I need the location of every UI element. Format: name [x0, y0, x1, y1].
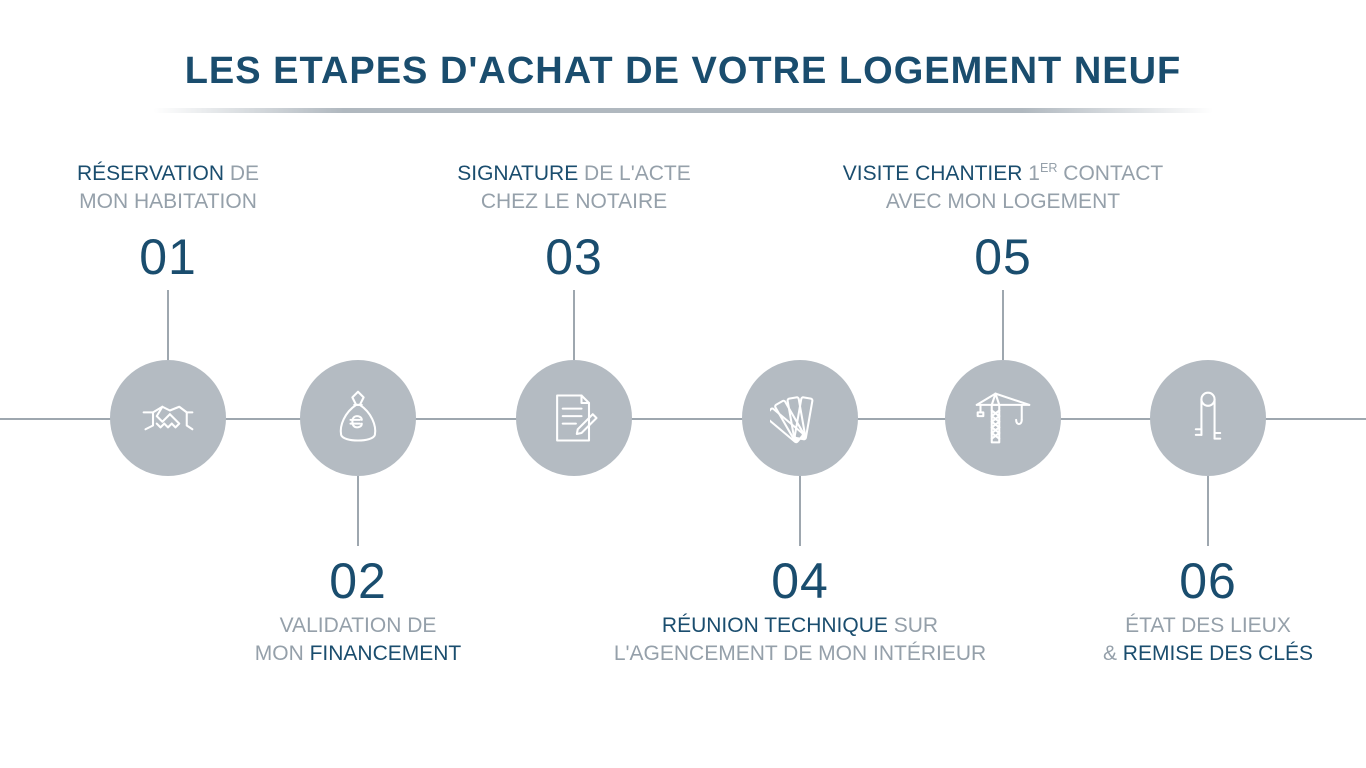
connector-03	[573, 290, 575, 360]
step-label-03: SIGNATURE DE L'ACTECHEZ LE NOTAIRE	[457, 160, 691, 217]
step-circle-01	[110, 360, 226, 476]
step-label-04: RÉUNION TECHNIQUE SURL'AGENCEMENT DE MON…	[614, 612, 986, 669]
step-label-06: ÉTAT DES LIEUX& REMISE DES CLÉS	[1103, 612, 1313, 669]
connector-02	[357, 476, 359, 546]
crane-icon	[973, 388, 1033, 448]
money-bag-icon	[328, 388, 388, 448]
connector-04	[799, 476, 801, 546]
connector-05	[1002, 290, 1004, 360]
handshake-icon	[138, 388, 198, 448]
step-number-02: 02	[329, 552, 387, 610]
connector-01	[167, 290, 169, 360]
swatches-icon	[770, 388, 830, 448]
keys-icon	[1178, 388, 1238, 448]
step-circle-04	[742, 360, 858, 476]
title-underline	[153, 108, 1213, 113]
step-label-02: VALIDATION DEMON FINANCEMENT	[255, 612, 462, 669]
step-circle-06	[1150, 360, 1266, 476]
step-circle-03	[516, 360, 632, 476]
step-number-05: 05	[974, 228, 1032, 286]
step-number-03: 03	[545, 228, 603, 286]
contract-icon	[544, 388, 604, 448]
step-circle-05	[945, 360, 1061, 476]
step-number-06: 06	[1179, 552, 1237, 610]
step-label-05: VISITE CHANTIER 1ER CONTACTAVEC MON LOGE…	[843, 160, 1164, 217]
step-label-01: RÉSERVATION DEMON HABITATION	[77, 160, 259, 217]
step-circle-02	[300, 360, 416, 476]
page-title: LES ETAPES D'ACHAT DE VOTRE LOGEMENT NEU…	[0, 50, 1366, 93]
step-number-04: 04	[771, 552, 829, 610]
connector-06	[1207, 476, 1209, 546]
step-number-01: 01	[139, 228, 197, 286]
